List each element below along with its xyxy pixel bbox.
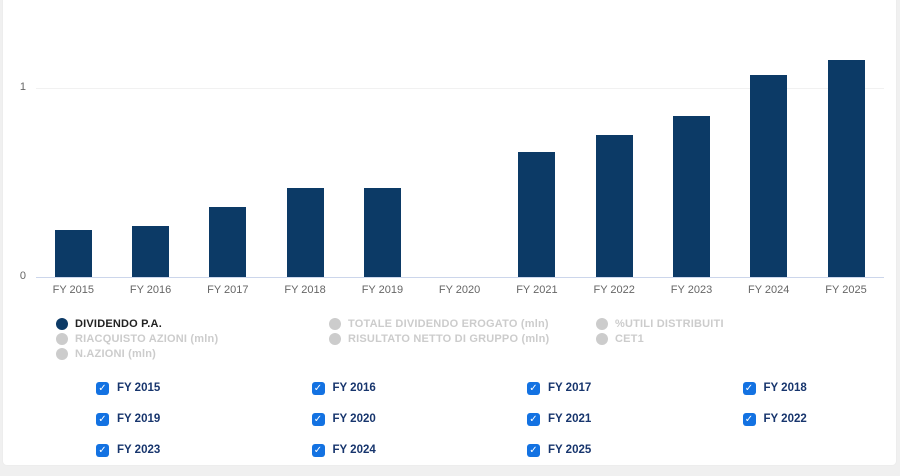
series-marker-icon	[596, 317, 608, 330]
legend-label: %UTILI DISTRIBUITI	[615, 317, 724, 330]
x-axis-label-fy-2019: FY 2019	[361, 284, 404, 296]
y-axis-tick-0: 0	[19, 270, 26, 282]
series-marker-icon	[329, 332, 341, 345]
year-filter-fy-2016[interactable]: ✓ FY 2016	[311, 381, 528, 395]
checked-checkbox-icon[interactable]: ✓	[96, 381, 109, 395]
legend-label: CET1	[615, 332, 644, 345]
checked-checkbox-icon[interactable]: ✓	[311, 412, 325, 426]
legend-item-cet1[interactable]: CET1	[596, 331, 724, 346]
year-filter-label: FY 2017	[548, 382, 592, 394]
x-axis-line	[36, 277, 884, 278]
year-filter-fy-2018[interactable]: ✓ FY 2018	[742, 381, 900, 395]
x-axis-label-fy-2020: FY 2020	[438, 284, 481, 296]
legend-item-risultato-netto-di-gruppo-mln[interactable]: RISULTATO NETTO DI GRUPPO (mln)	[329, 331, 549, 346]
year-filter-fy-2017[interactable]: ✓ FY 2017	[527, 381, 743, 395]
bar-fy-2022[interactable]	[595, 135, 633, 277]
legend-label: RIACQUISTO AZIONI (mln)	[75, 332, 219, 345]
year-filter-fy-2021[interactable]: ✓ FY 2021	[527, 412, 743, 426]
series-marker-icon	[56, 347, 68, 360]
legend-column-2: TOTALE DIVIDENDO EROGATO (mln) RISULTATO …	[329, 316, 549, 346]
legend-item-dividendo-p-a[interactable]: DIVIDENDO P.A.	[56, 316, 218, 331]
legend-item-n-azioni-mln[interactable]: N.AZIONI (mln)	[56, 346, 218, 361]
checked-checkbox-icon[interactable]: ✓	[311, 443, 325, 457]
year-filter-label: FY 2023	[117, 444, 161, 456]
year-filters: ✓ FY 2015 ✓ FY 2016 ✓ FY 2017 ✓ FY 2018 ✓ FY 2019…	[96, 381, 900, 457]
y-axis-tick-1: 1	[19, 81, 26, 93]
year-filter-fy-2015[interactable]: ✓ FY 2015	[96, 381, 312, 395]
bar-fy-2023[interactable]	[673, 116, 710, 277]
x-axis-label-fy-2017: FY 2017	[207, 284, 249, 296]
year-filter-label: FY 2019	[117, 413, 161, 425]
year-filter-label: FY 2020	[332, 413, 376, 425]
year-filter-fy-2023[interactable]: ✓ FY 2023	[96, 443, 312, 457]
year-filter-label: FY 2022	[763, 413, 807, 425]
legend-label: DIVIDENDO P.A.	[75, 317, 162, 330]
checked-checkbox-icon[interactable]: ✓	[742, 412, 756, 426]
y-gridline-1	[36, 88, 884, 89]
x-axis-label-fy-2016: FY 2016	[129, 284, 172, 296]
series-marker-icon	[329, 317, 341, 330]
bar-fy-2025[interactable]	[827, 60, 865, 277]
year-filter-label: FY 2018	[763, 382, 807, 394]
year-filter-fy-2020[interactable]: ✓ FY 2020	[311, 412, 528, 426]
checked-checkbox-icon[interactable]: ✓	[96, 412, 109, 426]
year-filter-label: FY 2025	[548, 444, 592, 456]
checked-checkbox-icon[interactable]: ✓	[742, 381, 756, 395]
legend-label: N.AZIONI (mln)	[75, 347, 157, 360]
x-axis-label-fy-2022: FY 2022	[593, 284, 635, 296]
bar-fy-2024[interactable]	[750, 75, 788, 277]
series-marker-icon	[56, 317, 68, 330]
x-axis-label-fy-2023: FY 2023	[670, 284, 713, 296]
series-marker-icon	[56, 332, 68, 345]
bar-fy-2018[interactable]	[286, 188, 324, 277]
year-filter-label: FY 2016	[332, 382, 376, 394]
legend-label: RISULTATO NETTO DI GRUPPO (mln)	[348, 332, 550, 345]
x-axis-label-fy-2021: FY 2021	[516, 284, 558, 296]
bar-fy-2017[interactable]	[209, 207, 247, 277]
year-filter-fy-2019[interactable]: ✓ FY 2019	[96, 412, 312, 426]
legend-item-totale-dividendo-erogato-mln[interactable]: TOTALE DIVIDENDO EROGATO (mln)	[329, 316, 549, 331]
x-axis-label-fy-2015: FY 2015	[52, 284, 94, 296]
year-filter-label: FY 2021	[548, 413, 592, 425]
legend-column-1: DIVIDENDO P.A. RIACQUISTO AZIONI (mln) N.A…	[56, 316, 218, 361]
checked-checkbox-icon[interactable]: ✓	[96, 443, 109, 457]
bar-fy-2016[interactable]	[132, 226, 170, 277]
year-filter-fy-2024[interactable]: ✓ FY 2024	[311, 443, 528, 457]
bar-fy-2019[interactable]	[363, 188, 401, 277]
legend-item-riacquisto-azioni-mln[interactable]: RIACQUISTO AZIONI (mln)	[56, 331, 218, 346]
bar-fy-2021[interactable]	[518, 152, 556, 277]
year-filter-fy-2025[interactable]: ✓ FY 2025	[527, 443, 743, 457]
x-axis-label-fy-2024: FY 2024	[747, 284, 790, 296]
checked-checkbox-icon[interactable]: ✓	[311, 381, 325, 395]
bar-fy-2015[interactable]	[54, 230, 92, 277]
checked-checkbox-icon[interactable]: ✓	[527, 412, 540, 426]
x-axis-label-fy-2025: FY 2025	[825, 284, 867, 296]
x-axis-label-fy-2018: FY 2018	[284, 284, 326, 296]
legend-item-utili-distribuiti[interactable]: %UTILI DISTRIBUITI	[596, 316, 724, 331]
series-marker-icon	[596, 332, 608, 345]
year-filter-fy-2022[interactable]: ✓ FY 2022	[742, 412, 900, 426]
checked-checkbox-icon[interactable]: ✓	[527, 381, 540, 395]
legend-label: TOTALE DIVIDENDO EROGATO (mln)	[348, 317, 549, 330]
year-filter-label: FY 2024	[332, 444, 376, 456]
legend-column-3: %UTILI DISTRIBUITI CET1	[596, 316, 724, 346]
year-filter-label: FY 2015	[117, 382, 161, 394]
checked-checkbox-icon[interactable]: ✓	[527, 443, 540, 457]
